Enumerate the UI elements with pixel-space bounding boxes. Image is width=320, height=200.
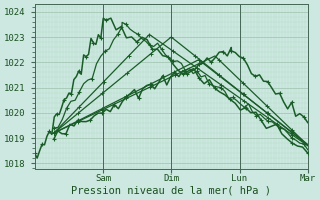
- X-axis label: Pression niveau de la mer( hPa ): Pression niveau de la mer( hPa ): [71, 186, 271, 196]
